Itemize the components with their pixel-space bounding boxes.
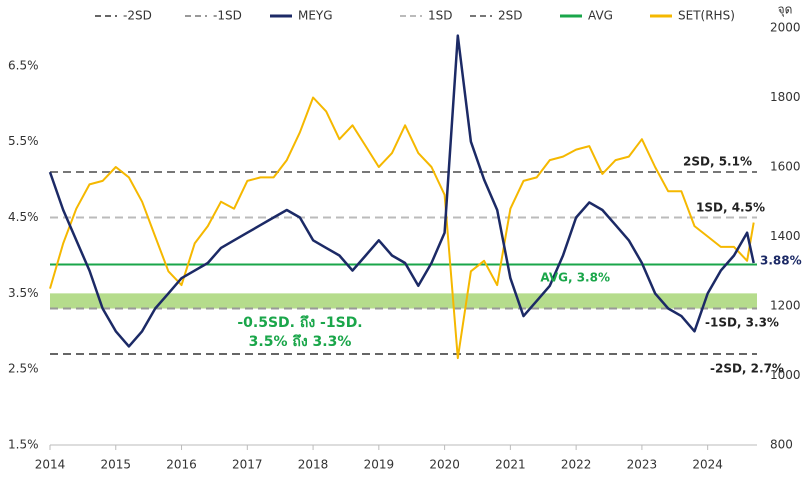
annotation: 1SD, 4.5% [696,201,765,215]
annotation: -0.5SD. ถึง -1SD. [237,314,362,331]
legend-label: -2SD [123,9,152,23]
annotation: -2SD, 2.7% [710,362,784,376]
legend-label: 2SD [498,9,523,23]
x-tick-label: 2019 [364,458,395,472]
x-tick-label: 2023 [627,458,658,472]
x-tick-label: 2016 [166,458,197,472]
x-tick-label: 2017 [232,458,263,472]
y2-tick-label: 1000 [770,368,801,382]
y2-tick-label: 1200 [770,299,801,313]
unit-label: จุด [778,3,793,18]
y2-tick-label: 2000 [770,21,801,35]
annotation: AVG, 3.8% [540,271,610,285]
y2-tick-label: 800 [770,438,793,452]
legend-label: SET(RHS) [678,9,735,23]
data-line [48,34,755,348]
data-line [49,96,755,360]
y2-tick-label: 1800 [770,90,801,104]
x-tick-label: 2018 [298,458,329,472]
annotation: 2SD, 5.1% [683,155,752,169]
x-tick-label: 2022 [561,458,592,472]
band [50,293,757,309]
x-tick-label: 2015 [100,458,131,472]
y-tick-label: 4.5% [8,210,39,224]
legend-label: MEYG [298,9,333,23]
y2-tick-label: 1400 [770,229,801,243]
annotation: 3.88% [760,254,802,268]
x-tick-label: 2024 [692,458,723,472]
y2-tick-label: 1600 [770,160,801,174]
y-tick-label: 2.5% [8,362,39,376]
y-tick-label: 3.5% [8,286,39,300]
x-tick-label: 2014 [35,458,66,472]
legend-label: 1SD [428,9,453,23]
x-tick-label: 2020 [429,458,460,472]
x-tick-label: 2021 [495,458,526,472]
legend-label: AVG [588,9,613,23]
legend-label: -1SD [213,9,242,23]
y-tick-label: 6.5% [8,58,39,72]
annotation: -1SD, 3.3% [705,316,779,330]
y-tick-label: 1.5% [8,438,39,452]
annotation: 3.5% ถึง 3.3% [249,333,352,350]
y-tick-label: 5.5% [8,134,39,148]
